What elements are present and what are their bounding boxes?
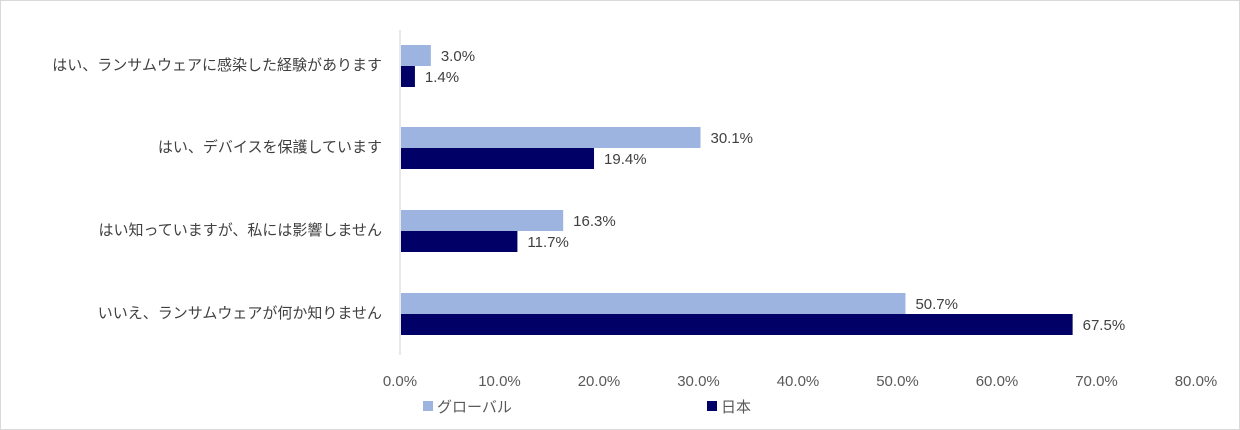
legend-label-japan: 日本 <box>721 398 751 416</box>
x-tick-label: 60.0% <box>976 373 1019 390</box>
legend-swatch-global <box>423 401 433 411</box>
bar-japan <box>401 66 415 87</box>
x-tick-label: 10.0% <box>478 373 521 390</box>
bar-global <box>401 45 431 66</box>
x-tick-label: 40.0% <box>777 373 820 390</box>
bar-global <box>401 210 564 231</box>
data-label: 11.7% <box>527 234 568 251</box>
x-tick-label: 70.0% <box>1075 373 1118 390</box>
data-label: 3.0% <box>441 48 475 65</box>
legend-label-global: グローバル <box>437 398 512 416</box>
bar-japan <box>401 314 1073 335</box>
category-label: はい、デバイスを保護しています <box>158 138 382 156</box>
bar-global <box>401 293 906 314</box>
data-label: 30.1% <box>710 130 753 147</box>
x-tick-label: 0.0% <box>383 373 417 390</box>
x-tick-label: 80.0% <box>1175 373 1218 390</box>
category-label: いいえ、ランサムウェアが何か知りません <box>98 304 382 322</box>
data-label: 19.4% <box>604 151 647 168</box>
x-tick-label: 30.0% <box>677 373 720 390</box>
category-label: はい、ランサムウェアに感染した経験があります <box>52 56 382 74</box>
x-tick-label: 50.0% <box>876 373 919 390</box>
data-label: 50.7% <box>915 296 958 313</box>
bar-japan <box>401 231 518 252</box>
bar-global <box>401 127 701 148</box>
x-tick-label: 20.0% <box>578 373 621 390</box>
category-label: はい知っていますが、私には影響しません <box>98 221 382 239</box>
data-label: 1.4% <box>425 69 459 86</box>
legend-swatch-japan <box>707 401 717 411</box>
bar-japan <box>401 148 595 169</box>
data-label: 67.5% <box>1083 317 1126 334</box>
data-label: 16.3% <box>573 213 616 230</box>
